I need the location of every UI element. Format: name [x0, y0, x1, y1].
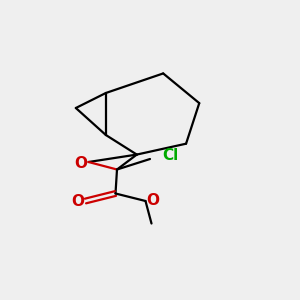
Text: O: O [71, 194, 85, 209]
Text: O: O [74, 156, 88, 171]
Text: O: O [146, 193, 160, 208]
Text: Cl: Cl [162, 148, 178, 164]
